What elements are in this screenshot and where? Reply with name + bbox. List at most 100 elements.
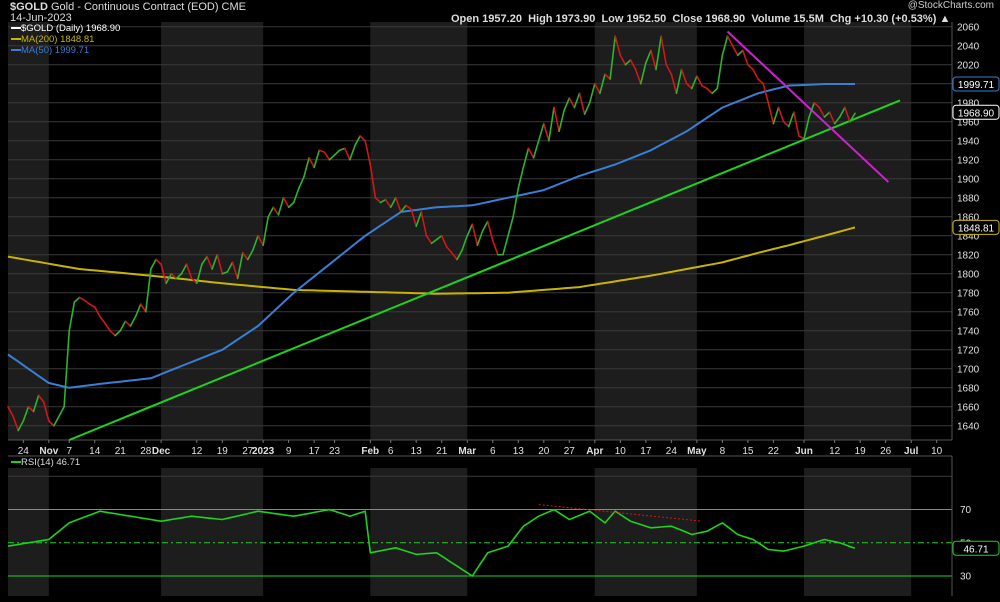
x-tick-label: 13 <box>411 446 423 457</box>
price-tick-label: 1660 <box>957 402 980 413</box>
price-segment <box>629 59 637 71</box>
price-segment <box>471 223 479 247</box>
x-tick-label: 28 <box>140 446 152 457</box>
x-tick-label: 6 <box>490 446 496 457</box>
month-shade-band <box>594 22 697 440</box>
price-segment <box>160 263 167 285</box>
x-tick-label: 19 <box>855 446 867 457</box>
price-tick-label: 1800 <box>957 269 980 280</box>
ma200-value-badge: 1848.81 <box>958 223 995 234</box>
change-value: Chg +10.30 (+0.53%) <box>829 13 937 25</box>
x-tick-label: May <box>687 446 707 457</box>
price-segment <box>685 82 693 90</box>
price-segment <box>706 87 713 95</box>
price-segment <box>512 187 520 218</box>
price-segment <box>527 147 535 159</box>
price-segment <box>420 211 428 237</box>
x-tick-label: 24 <box>18 446 30 457</box>
price-segment <box>476 230 484 247</box>
rsi-value-badge: 46.71 <box>963 544 988 555</box>
price-segment <box>752 68 759 80</box>
price-segment <box>573 92 581 109</box>
price-segment <box>88 303 96 308</box>
price-tick-label: 1980 <box>957 98 980 109</box>
price-segment <box>731 44 739 57</box>
price-segment <box>583 101 591 115</box>
price-segment <box>588 82 596 104</box>
ma50-value-badge-box <box>952 76 1000 92</box>
price-segment <box>313 149 321 169</box>
price-segment <box>12 415 20 432</box>
price-segment <box>838 106 846 118</box>
x-tick-label: 17 <box>309 446 321 457</box>
price-tick-label: 1900 <box>957 174 980 185</box>
price-segment <box>170 272 178 280</box>
price-segment <box>247 249 254 261</box>
close-value: Close 1968.90 <box>672 13 746 25</box>
price-tick-label: 1840 <box>957 231 980 242</box>
x-tick-label: Nov <box>39 446 58 457</box>
price-segment <box>333 149 341 156</box>
price-tick-label: 1860 <box>957 212 980 223</box>
price-segment <box>665 63 673 76</box>
x-tick-label: 23 <box>329 446 341 457</box>
x-tick-label: Dec <box>152 446 171 457</box>
price-segment <box>241 252 249 261</box>
price-segment <box>798 135 805 140</box>
price-segment <box>624 59 632 66</box>
price-segment <box>537 122 545 142</box>
price-segment <box>180 263 188 275</box>
x-tick-label: 17 <box>640 446 652 457</box>
price-segment <box>32 394 40 413</box>
price-segment <box>833 116 841 125</box>
price-segment <box>206 255 213 270</box>
price-segment <box>129 315 137 327</box>
price-segment <box>696 75 703 87</box>
price-segment <box>231 261 239 280</box>
price-segment <box>150 258 157 270</box>
price-segment <box>109 329 116 337</box>
price-segment <box>323 151 331 161</box>
price-tick-label: 1700 <box>957 364 980 375</box>
legend-ma50: MA(50) 1999.71 <box>11 45 120 56</box>
x-tick-label: 14 <box>89 446 101 457</box>
price-segment <box>793 111 800 137</box>
price-segment <box>451 252 458 261</box>
x-tick-label: 22 <box>768 446 780 457</box>
price-segment <box>456 249 463 261</box>
price-segment <box>272 206 280 216</box>
ma200-line <box>7 226 856 295</box>
price-segment <box>124 320 132 327</box>
price-segment <box>282 196 290 209</box>
price-segment <box>68 301 76 332</box>
open-value: Open 1957.20 <box>451 13 522 25</box>
price-segment <box>78 296 86 302</box>
price-segment <box>349 144 356 161</box>
symbol-label: $GOLD <box>10 1 48 13</box>
price-legend: $GOLD (Daily) 1968.90 MA(200) 1848.81 MA… <box>11 23 120 56</box>
price-segment <box>277 196 285 216</box>
price-segment <box>701 84 708 90</box>
price-tick-label: 1920 <box>957 155 980 166</box>
price-segment <box>211 253 219 270</box>
price-segment <box>155 258 162 266</box>
price-segment <box>165 272 173 285</box>
price-segment <box>93 306 101 318</box>
price-segment <box>354 135 361 147</box>
month-shade-band <box>161 22 264 440</box>
price-segment <box>395 196 402 213</box>
price-segment <box>690 75 698 90</box>
price-segment <box>104 322 111 332</box>
rsi-tick-label: 30 <box>960 572 972 583</box>
price-segment <box>726 35 734 47</box>
price-segment <box>369 163 377 199</box>
price-segment <box>808 101 816 118</box>
price-segment <box>491 239 499 256</box>
price-segment <box>440 234 448 248</box>
price-segment <box>542 122 550 142</box>
rsi-month-shade-band <box>804 468 912 596</box>
price-segment <box>828 111 836 125</box>
ma50-value-badge: 1999.71 <box>958 80 995 91</box>
price-segment <box>772 106 780 125</box>
high-value: High 1973.90 <box>528 13 596 25</box>
